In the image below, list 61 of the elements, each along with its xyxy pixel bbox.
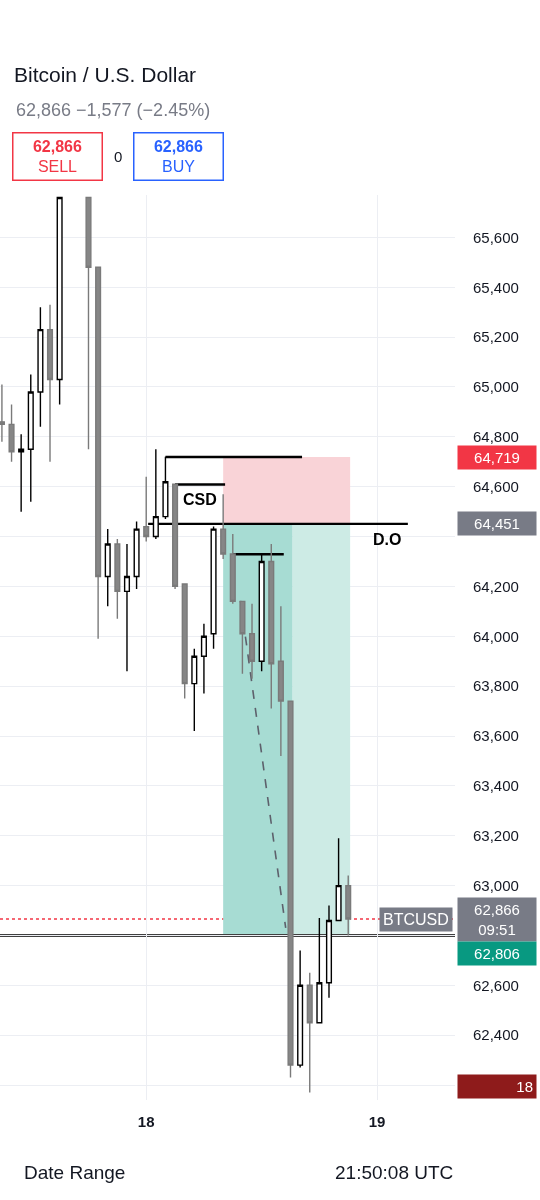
candlestick bbox=[268, 543, 275, 710]
annotation: CSD bbox=[183, 491, 217, 508]
y-tick-label: 63,000 bbox=[473, 876, 519, 894]
candlestick bbox=[104, 528, 111, 608]
text: 62,866 09:51 bbox=[474, 901, 520, 938]
candlestick bbox=[114, 538, 121, 620]
y-tick-label: 63,600 bbox=[473, 727, 519, 745]
ref-line-label: BTCUSD bbox=[383, 911, 449, 928]
candlestick bbox=[200, 623, 207, 695]
y-tick-label: 65,600 bbox=[473, 228, 519, 246]
candlestick bbox=[229, 533, 236, 605]
candlestick bbox=[56, 196, 63, 406]
text: Date Range bbox=[24, 1162, 126, 1183]
text: 62,866 BUY bbox=[153, 137, 204, 176]
chart-title: Bitcoin / U.S. Dollar bbox=[14, 63, 197, 87]
y-tick-label: 62,600 bbox=[473, 976, 519, 994]
candlestick bbox=[46, 304, 54, 463]
y-tick-label: 63,400 bbox=[473, 777, 519, 795]
candlestick bbox=[277, 605, 284, 757]
y-tick-label: 63,200 bbox=[473, 826, 519, 844]
candlestick bbox=[306, 972, 313, 1094]
candlestick bbox=[143, 476, 150, 543]
candlestick bbox=[18, 433, 25, 513]
y-tick-label: 65,200 bbox=[473, 328, 519, 346]
candlestick bbox=[123, 543, 131, 672]
candlestick bbox=[37, 306, 44, 428]
text: 64,451 bbox=[474, 515, 520, 532]
chart-subtitle: 62,866 −1,577 (−2.45%) bbox=[16, 100, 211, 120]
text: 18 bbox=[516, 1078, 533, 1095]
candlestick bbox=[85, 196, 92, 450]
candlestick bbox=[287, 700, 294, 1079]
candlestick bbox=[335, 837, 342, 922]
candlestick bbox=[8, 403, 15, 463]
candlestick bbox=[248, 603, 256, 680]
y-tick-label: 65,400 bbox=[473, 278, 519, 296]
text: 62,866 SELL bbox=[32, 137, 83, 176]
candlestick bbox=[133, 520, 140, 590]
y-tick-label: 63,800 bbox=[473, 677, 519, 695]
candlestick bbox=[0, 383, 5, 443]
text: 64,719 bbox=[474, 449, 520, 466]
candlestick bbox=[220, 493, 227, 560]
candlestick bbox=[191, 648, 198, 732]
y-tick-label: 64,200 bbox=[473, 577, 519, 595]
text: 0 bbox=[114, 148, 123, 165]
candlestick bbox=[297, 949, 304, 1069]
y-tick-label: 64,000 bbox=[473, 627, 519, 645]
candlestick bbox=[95, 266, 102, 640]
y-tick-label: 62,400 bbox=[473, 1026, 519, 1044]
x-tick-label: 19 bbox=[368, 1113, 386, 1130]
candlestick bbox=[181, 583, 188, 700]
y-tick-label: 65,000 bbox=[473, 378, 519, 396]
text: 21:50:08 UTC bbox=[335, 1162, 454, 1183]
y-tick-label: 64,600 bbox=[473, 477, 519, 495]
y-tick-label: 64,800 bbox=[473, 428, 519, 446]
text: 62,806 bbox=[474, 945, 520, 962]
candlestick bbox=[345, 874, 352, 937]
candlestick bbox=[27, 373, 34, 503]
candlestick bbox=[210, 525, 217, 650]
candlestick bbox=[172, 483, 179, 590]
annotation: D.O bbox=[373, 531, 402, 548]
candlestick bbox=[239, 600, 246, 675]
